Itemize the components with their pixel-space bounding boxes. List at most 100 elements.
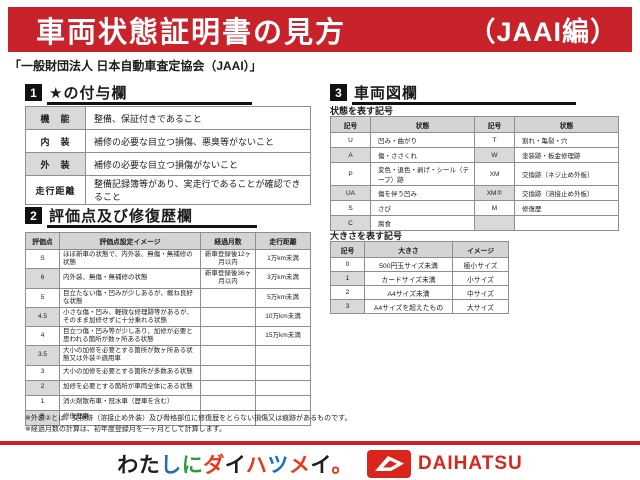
table-cell — [255, 394, 311, 411]
table-cell: 消火剤散布車・冠水車（歴車を含む） — [59, 394, 201, 411]
table-cell: 修復歴 — [514, 200, 619, 216]
table-row: A 傷・ささくれ W 塗装跡・板金修理跡 — [330, 147, 619, 163]
table-cell: 2 — [25, 379, 60, 396]
table-cell: 3 — [25, 364, 60, 381]
column-header: 大きさ — [364, 241, 453, 258]
table-cell: 小サイズ — [452, 271, 509, 286]
section1-number-badge: 1 — [25, 84, 42, 101]
table-row: 3.5 大小の加修を必要とする箇所が数ヶ所ある状態又は外装②適用車 — [25, 345, 311, 366]
table-cell: 4 — [25, 325, 60, 347]
table-cell: 10万km未満 — [255, 306, 311, 328]
slogan-char: し — [160, 454, 182, 477]
table-cell: W — [474, 147, 515, 163]
table-cell: P — [330, 162, 371, 186]
slogan: わたしにダイハツメイ。 — [117, 449, 353, 479]
section2-title: 評価点及び修復歴欄 — [49, 208, 194, 225]
table-row: 3 A4サイズを超えたもの 大サイズ — [330, 299, 509, 314]
table-row: 1 カードサイズ未満 小サイズ — [330, 271, 509, 286]
table-cell: A4サイズ未満 — [364, 285, 453, 300]
table-cell — [200, 379, 256, 396]
grade-table: 評価点 評価点設定イメージ 経過月数 走行距離 S ほぼ新車の状態で、内外装、無傷・無補… — [25, 232, 311, 426]
slogan-char: ハ — [245, 454, 268, 477]
table-cell: U — [330, 132, 371, 148]
table-cell: 3 — [330, 299, 365, 314]
table-cell: 極小サイズ — [452, 257, 509, 272]
table-cell: 小さな傷・凹み、軽微な修理跡等があるが、そのまま加修せずに十分乗れる状態 — [59, 306, 201, 328]
table-cell: 目立つ傷・凹み等が少しあり、加修が必要と思われる箇所が数ヶ所ある状態 — [59, 325, 201, 347]
table-cell: 補修の必要な目立つ損傷、悪臭等がないこと — [85, 129, 311, 153]
table-cell — [200, 287, 256, 308]
table-cell: S — [330, 200, 371, 216]
table-cell: 傷・ささくれ — [370, 147, 475, 163]
section1-title: ★の付与欄 — [49, 85, 128, 102]
star-criteria-table: 機 能整備、保証付きであること内 装補修の必要な目立つ損傷、悪臭等がないこと外 … — [25, 106, 311, 205]
table-cell — [200, 364, 256, 381]
table-cell: 中サイズ — [452, 285, 509, 300]
table-cell: 交換跡（溶接止め外板） — [514, 185, 619, 201]
table-cell: 変色・退色・剥げ・シール（テープ）跡 — [370, 162, 475, 186]
table-row: 機 能整備、保証付きであること — [25, 106, 311, 130]
section2-header: 2 評価点及び修復歴欄 — [25, 205, 193, 226]
table-cell: 15万km未満 — [255, 325, 311, 347]
table-cell: 6 — [25, 268, 60, 289]
column-header: 記号 — [330, 241, 365, 258]
table-cell: 整備、保証付きであること — [85, 106, 311, 130]
table-cell: 内 装 — [25, 129, 86, 153]
table-row: 4.5 小さな傷・凹み、軽微な修理跡等があるが、そのまま加修せずに十分乗れる状態 1… — [25, 306, 311, 328]
table-cell: 500円玉サイズ未満 — [364, 257, 453, 272]
footer: わたしにダイハツメイ。 DAIHATSU — [0, 449, 640, 479]
table-cell: 新車登録後12ヶ月以内 — [200, 248, 256, 270]
slogan-char: わ — [117, 454, 139, 477]
section2-underline — [47, 225, 257, 228]
table-cell: 走行距離 — [25, 175, 86, 205]
column-header: 評価点 — [25, 232, 60, 250]
table-row: 走行距離 整備記録簿等があり、実走行であることが確認できること — [25, 175, 311, 205]
state-symbols-table: 記号 状態 記号 状態 U 凹み・曲がり T 割れ・亀裂・穴 A 傷・ささくれ W 塗装跡・板金修理… — [330, 116, 619, 231]
slogan-char: メ — [288, 454, 311, 477]
footnote-1: ※外装②とは、交換跡（溶接止め外装）及び骨格部位に修復歴をとらない損傷又は痕跡が… — [25, 415, 352, 422]
table-cell — [200, 306, 256, 328]
table-row: 2 加修を必要とする箇所が車両全体にある状態 — [25, 379, 311, 396]
table-cell: T — [474, 132, 515, 148]
page-title: 車両状態証明書の見方 — [36, 16, 347, 49]
table-cell: 塗装跡・板金修理跡 — [514, 147, 619, 163]
table-cell: 3.5 — [25, 345, 60, 366]
table-row: 2 A4サイズ未満 中サイズ — [330, 285, 509, 300]
table-cell: 2 — [330, 285, 365, 300]
table-cell: 交換跡（ネジ止め外板） — [514, 162, 619, 186]
table-cell: 補修の必要な目立つ損傷がないこと — [85, 152, 311, 176]
table-cell — [474, 215, 515, 231]
table-cell: 新車登録後36ヶ月以内 — [200, 268, 256, 289]
table-cell: 0 — [330, 257, 365, 272]
table-row: 内 装補修の必要な目立つ損傷、悪臭等がないこと — [25, 129, 311, 153]
table-cell — [514, 215, 619, 231]
subtitle: 「一般財団法人 日本自動車査定協会（JAAI）」 — [9, 59, 262, 73]
table-row: P 変色・退色・剥げ・シール（テープ）跡 XM 交換跡（ネジ止め外板） — [330, 162, 619, 186]
table-row: UA 傷を伴う凹み XM② 交換跡（溶接止め外板） — [330, 185, 619, 201]
size-symbols-label: 大きさを表す記号 — [330, 231, 403, 241]
table-row: U 凹み・曲がり T 割れ・亀裂・穴 — [330, 132, 619, 148]
table-cell: 腐食 — [370, 215, 475, 231]
page-title-edition: （JAAI編） — [468, 17, 618, 47]
table-cell: ほぼ新車の状態で、内外装、無傷・無補修の状態 — [59, 248, 201, 270]
slogan-char: に — [181, 454, 204, 477]
slogan-char: ツ — [267, 454, 289, 477]
table-cell — [255, 364, 311, 381]
table-cell: M — [474, 200, 515, 216]
table-cell: 目立たない傷・凹みが少しあるが、概ね良好な状態 — [59, 287, 201, 308]
table-cell: R — [25, 409, 60, 426]
slogan-char: ダ — [203, 454, 225, 477]
section1-underline — [47, 102, 252, 105]
brand-name: DAIHATSU — [417, 453, 523, 474]
table-row: 3 大小の加修を必要とする箇所が多数ある状態 — [25, 364, 311, 381]
table-cell: S — [25, 248, 60, 270]
table-cell — [255, 379, 311, 396]
slogan-char: 。 — [331, 454, 353, 477]
table-cell: XM② — [474, 185, 515, 201]
slogan-char: た — [138, 454, 161, 477]
section3-title: 車両図欄 — [354, 85, 419, 102]
table-row: C 腐食 — [330, 215, 619, 231]
column-header: 走行距離 — [255, 232, 311, 250]
table-cell: さび — [370, 200, 475, 216]
